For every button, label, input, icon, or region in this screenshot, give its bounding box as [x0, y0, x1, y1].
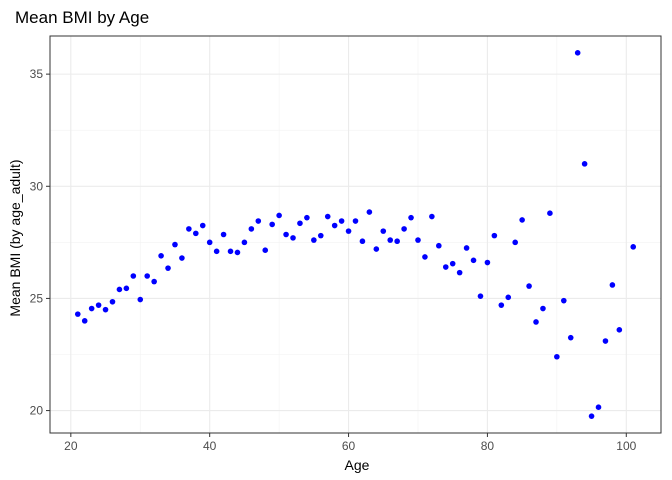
- y-tick-label: 30: [30, 179, 44, 193]
- data-point: [116, 286, 123, 293]
- data-point: [304, 214, 310, 221]
- panel-border: [49, 35, 662, 434]
- data-point: [158, 253, 164, 259]
- data-point: [547, 210, 553, 216]
- data-point: [234, 249, 241, 256]
- data-point: [616, 327, 623, 333]
- data-point: [505, 294, 512, 301]
- data-point: [442, 264, 449, 270]
- data-point: [193, 230, 199, 237]
- data-point: [498, 302, 505, 308]
- data-point: [463, 245, 470, 251]
- data-point: [88, 305, 95, 312]
- x-tick-label: 100: [616, 439, 636, 453]
- data-point: [540, 305, 546, 312]
- data-point: [352, 218, 359, 224]
- major-gridlines: [50, 36, 661, 433]
- data-point: [456, 269, 463, 276]
- data-point: [581, 161, 588, 167]
- data-point: [484, 259, 491, 266]
- data-point: [276, 212, 282, 219]
- data-point: [366, 209, 373, 215]
- x-tick-label: 60: [342, 439, 356, 453]
- data-point: [380, 228, 387, 234]
- data-point: [387, 237, 394, 243]
- y-tick-label: 25: [30, 291, 44, 305]
- data-point: [422, 254, 428, 260]
- data-point: [373, 246, 380, 252]
- data-point: [290, 235, 296, 241]
- data-point: [574, 50, 581, 56]
- data-point: [491, 232, 498, 239]
- data-point: [394, 238, 400, 245]
- y-tick-label: 20: [30, 404, 44, 418]
- data-point: [359, 238, 366, 245]
- data-point: [609, 282, 616, 288]
- data-point: [109, 298, 116, 305]
- chart-title: Mean BMI by Age: [15, 8, 149, 27]
- data-point: [241, 239, 248, 246]
- data-point: [630, 244, 637, 250]
- data-point: [130, 273, 137, 279]
- data-point: [519, 217, 525, 223]
- x-axis: 20 40 60 80 100: [64, 433, 637, 453]
- data-point: [81, 318, 88, 324]
- data-point: [172, 241, 178, 248]
- data-point: [429, 213, 435, 220]
- data-point: [533, 319, 539, 325]
- data-point: [227, 248, 234, 255]
- data-point: [283, 231, 289, 238]
- y-tick-label: 35: [30, 67, 44, 81]
- data-point: [331, 222, 338, 229]
- x-axis-title: Age: [345, 457, 370, 473]
- data-point: [512, 239, 518, 246]
- data-point: [151, 278, 157, 285]
- data-point: [165, 265, 171, 271]
- data-point: [567, 334, 574, 341]
- data-point: [408, 214, 414, 221]
- data-point: [269, 221, 275, 228]
- data-point: [297, 220, 303, 227]
- data-point: [262, 247, 269, 254]
- data-point: [186, 226, 192, 232]
- data-point: [144, 273, 151, 279]
- data-point: [415, 237, 421, 243]
- data-point: [248, 226, 255, 232]
- data-point: [137, 296, 144, 303]
- data-point: [213, 248, 220, 255]
- data-point: [554, 353, 560, 360]
- data-point: [324, 213, 331, 220]
- data-point: [449, 260, 456, 267]
- data-point: [311, 237, 317, 243]
- minor-gridlines: [50, 36, 661, 433]
- data-point: [179, 255, 185, 261]
- data-point: [588, 413, 595, 419]
- data-point: [602, 338, 609, 344]
- x-tick-label: 80: [481, 439, 495, 453]
- data-point: [220, 231, 227, 238]
- y-axis: 20 25 30 35: [30, 67, 50, 418]
- data-point: [102, 306, 109, 313]
- data-point: [255, 218, 262, 224]
- data-point: [436, 242, 442, 249]
- y-axis-title: Mean BMI (by age_adult): [7, 159, 23, 316]
- data-point: [199, 222, 206, 229]
- x-tick-label: 20: [64, 439, 78, 453]
- data-point: [401, 226, 407, 232]
- data-point: [526, 283, 532, 289]
- data-point: [338, 218, 345, 224]
- data-point: [74, 311, 81, 317]
- data-point: [345, 228, 352, 234]
- data-point: [123, 285, 130, 292]
- data-point: [95, 302, 102, 308]
- data-point: [317, 232, 324, 239]
- data-points: [74, 50, 637, 419]
- data-point: [477, 293, 484, 299]
- data-point: [206, 239, 213, 246]
- data-point: [560, 297, 567, 304]
- x-tick-label: 40: [203, 439, 217, 453]
- data-point: [470, 257, 477, 264]
- data-point: [595, 404, 602, 411]
